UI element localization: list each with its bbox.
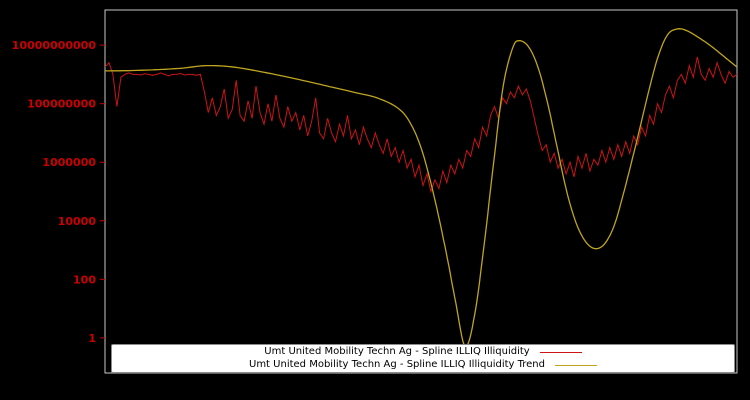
series-trend-line [105, 28, 738, 348]
y-axis-tick-label: 10000 [58, 215, 97, 228]
y-axis-tick-label: 100 [73, 273, 96, 286]
series-illiquidity-line [104, 56, 738, 194]
legend-label-illiquidity: Umt United Mobility Techn Ag - Spline IL… [264, 346, 530, 357]
legend-entry-illiquidity: Umt United Mobility Techn Ag - Spline IL… [112, 346, 734, 358]
legend-line-swatch-trend [554, 364, 597, 366]
legend-line-swatch-illiquidity [539, 351, 582, 353]
y-axis-tick-label: 100000000 [27, 98, 96, 111]
plot-border [104, 9, 738, 374]
legend-entry-trend: Umt United Mobility Techn Ag - Spline IL… [112, 359, 734, 371]
legend-label-trend: Umt United Mobility Techn Ag - Spline IL… [249, 359, 545, 370]
y-axis-tick-label: 1 [88, 332, 96, 345]
y-axis-tick-label: 10000000000 [12, 39, 97, 52]
legend: Umt United Mobility Techn Ag - Spline IL… [111, 344, 735, 373]
y-axis-tick-label: 1000000 [42, 156, 96, 169]
